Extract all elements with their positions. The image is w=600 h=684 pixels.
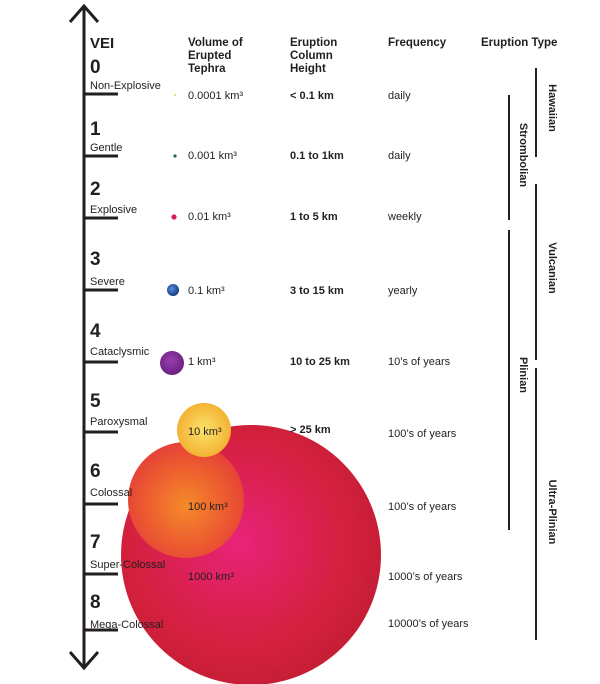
tephra-volume: 100 km³	[188, 501, 228, 513]
vei-number: 1	[90, 119, 101, 140]
frequency: 10000’s of years	[388, 618, 469, 630]
eruption-type-label: Ultra-Plinian	[546, 479, 558, 545]
eruption-type-label: Plinian	[517, 356, 529, 394]
tephra-volume: 1000 km³	[188, 571, 234, 583]
vei-number: 8	[90, 592, 101, 613]
vei-level-name: Non-Explosive	[90, 80, 161, 92]
header-column-height: Eruption Column Height	[290, 37, 338, 75]
header-volume: Volume of Erupted Tephra	[188, 37, 243, 75]
vei-level-name: Severe	[90, 276, 125, 288]
vei-level-name: Mega-Colossal	[90, 619, 164, 631]
frequency: daily	[388, 90, 411, 102]
axis-arrow-up-icon	[68, 3, 100, 23]
tephra-volume: 0.001 km³	[188, 150, 237, 162]
frequency: daily	[388, 150, 411, 162]
vei-level-name: Colossal	[90, 487, 133, 499]
vei-level-name: Paroxysmal	[90, 416, 148, 428]
header-frequency: Frequency	[388, 37, 447, 49]
axis-arrow-down-icon	[68, 651, 100, 671]
column-height: < 0.1 km	[290, 90, 334, 102]
vei-level-name: Super-Colossal	[90, 559, 166, 571]
vei-number: 6	[90, 461, 101, 482]
tephra-circle-vei6	[128, 442, 244, 558]
column-height: 0.1 to 1km	[290, 150, 344, 162]
frequency: 100’s of years	[388, 501, 457, 513]
vei-level-name: Cataclysmic	[90, 346, 150, 358]
tephra-circle-vei5	[177, 403, 231, 457]
frequency: 100’s of years	[388, 428, 457, 440]
frequency: weekly	[388, 211, 422, 223]
eruption-type-bars	[508, 68, 537, 640]
tephra-circle-vei4	[160, 351, 184, 375]
tephra-circle-vei1	[173, 154, 177, 158]
column-height: 1 to 5 km	[290, 211, 338, 223]
eruption-type-label: Vulcanian	[546, 242, 558, 294]
tephra-volume: 0.0001 km³	[188, 90, 244, 102]
column-height: 10 to 25 km	[290, 356, 350, 368]
axis-ticks	[84, 92, 118, 632]
tephra-volume: 0.1 km³	[188, 285, 225, 297]
eruption-type-label: Hawaiian	[546, 84, 558, 132]
vei-level-name: Gentle	[90, 142, 123, 154]
tephra-volume: 0.01 km³	[188, 211, 231, 223]
vei-number: 0	[90, 57, 101, 78]
header-vei: VEI	[90, 35, 115, 52]
vei-number: 2	[90, 179, 101, 200]
vei-number: 5	[90, 391, 101, 412]
vei-level-name: Explosive	[90, 204, 138, 216]
eruption-type-label: Strombolian	[517, 122, 529, 188]
column-height: 3 to 15 km	[290, 285, 344, 297]
frequency: yearly	[388, 285, 418, 297]
tephra-circle-vei2	[171, 214, 177, 220]
frequency: 1000’s of years	[388, 571, 463, 583]
vei-number: 3	[90, 249, 101, 270]
column-height: > 25 km	[290, 424, 331, 436]
tephra-volume: 10 km³	[188, 426, 222, 438]
tephra-circle-vei3	[167, 284, 179, 296]
vei-number: 7	[90, 532, 101, 553]
tephra-circle-vei0	[174, 94, 176, 96]
frequency: 10’s of years	[388, 356, 451, 368]
header-eruption-type: Eruption Type	[481, 37, 558, 49]
vei-number: 4	[90, 321, 101, 342]
tephra-volume: 1 km³	[188, 356, 216, 368]
